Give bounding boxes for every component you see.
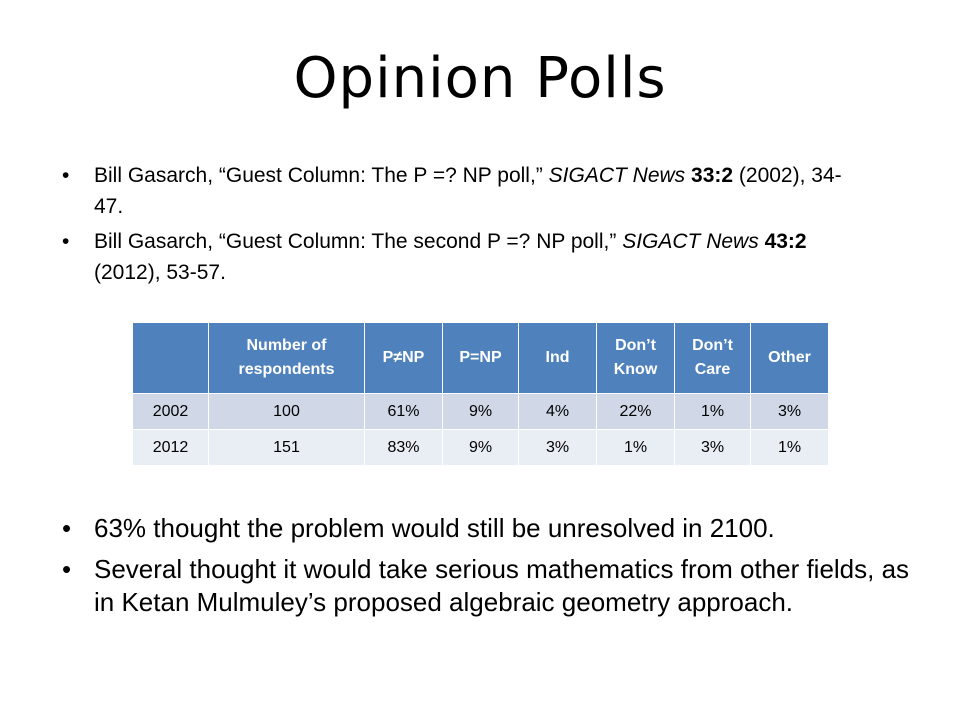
reference-pages: (2002), 34-47. (94, 164, 842, 218)
table-row: 2012 151 83% 9% 3% 1% 3% 1% (132, 429, 829, 466)
table-cell: 83% (364, 429, 443, 466)
header-cell-respondents: Number of respondents (208, 322, 365, 394)
reference-list: Bill Gasarch, “Guest Column: The P =? NP… (62, 160, 862, 292)
reference-author: Bill Gasarch, (94, 164, 219, 187)
table-cell: 9% (442, 429, 519, 466)
table-cell: 3% (518, 429, 597, 466)
header-cell-ind: Ind (518, 322, 597, 394)
reference-journal: SIGACT News (548, 164, 686, 187)
findings-list: 63% thought the problem would still be u… (62, 512, 922, 627)
table-cell: 1% (596, 429, 675, 466)
table-cell: 2002 (132, 393, 209, 430)
table-cell: 151 (208, 429, 365, 466)
table-row: 2002 100 61% 9% 4% 22% 1% 3% (132, 393, 829, 430)
reference-volume: 43:2 (764, 230, 807, 253)
header-cell-p-neq-np: P≠NP (364, 322, 443, 394)
table-cell: 2012 (132, 429, 209, 466)
header-cell-p-eq-np: P=NP (442, 322, 519, 394)
table-cell: 4% (518, 393, 597, 430)
reference-volume: 33:2 (691, 164, 734, 187)
header-cell-dont-care: Don’t Care (674, 322, 751, 394)
table-cell: 100 (208, 393, 365, 430)
reference-item: Bill Gasarch, “Guest Column: The P =? NP… (62, 160, 862, 222)
table-cell: 3% (674, 429, 751, 466)
table-cell: 22% (596, 393, 675, 430)
table-cell: 61% (364, 393, 443, 430)
poll-results-table: Number of respondents P≠NP P=NP Ind Don’… (132, 322, 829, 466)
table-header-row: Number of respondents P≠NP P=NP Ind Don’… (132, 322, 829, 394)
reference-article: “Guest Column: The P =? NP poll,” (218, 164, 543, 187)
table-cell: 9% (442, 393, 519, 430)
table-cell: 1% (674, 393, 751, 430)
table-cell: 1% (750, 429, 829, 466)
reference-item: Bill Gasarch, “Guest Column: The second … (62, 226, 862, 288)
table-cell: 3% (750, 393, 829, 430)
header-cell-other: Other (750, 322, 829, 394)
reference-author: Bill Gasarch, (94, 230, 219, 253)
header-cell-blank (132, 322, 209, 394)
finding-item: 63% thought the problem would still be u… (62, 512, 922, 545)
reference-journal: SIGACT News (622, 230, 759, 253)
header-cell-dont-know: Don’t Know (596, 322, 675, 394)
reference-article: “Guest Column: The second P =? NP poll,” (218, 230, 617, 253)
reference-pages: (2012), 53-57. (94, 261, 226, 284)
slide-title: Opinion Polls (293, 46, 667, 111)
finding-item: Several thought it would take serious ma… (62, 553, 922, 619)
